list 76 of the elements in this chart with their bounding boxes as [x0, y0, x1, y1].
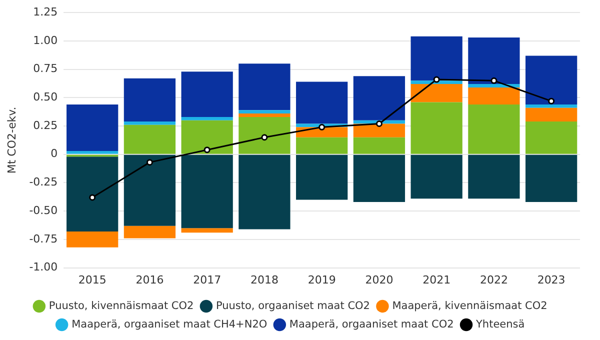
bar: [181, 154, 233, 228]
bar: [66, 104, 118, 151]
bar: [353, 76, 406, 120]
legend-label: Maaperä, orgaaniset maat CO2: [289, 318, 454, 330]
bar: [525, 121, 578, 154]
bar: [468, 84, 520, 88]
legend-label: Maaperä, orgaaniset maat CH4+N2O: [72, 318, 268, 330]
x-tick-label: 2021: [422, 273, 451, 286]
y-tick-label: 0.25: [33, 118, 58, 132]
bar: [353, 124, 406, 138]
bar: [410, 84, 462, 102]
y-tick-label: 1.00: [33, 34, 58, 47]
x-tick-label: 2017: [193, 273, 222, 286]
point: [204, 146, 210, 154]
bar: [468, 38, 520, 84]
y-tick-label: -0.50: [29, 204, 58, 217]
bar: [124, 124, 176, 154]
bar: [238, 116, 290, 154]
bar: [124, 78, 176, 122]
x-tick-label: 2018: [250, 273, 278, 286]
bar: [181, 228, 233, 233]
bar: [181, 116, 233, 120]
legend-label: Yhteensä: [475, 318, 525, 330]
bar: [124, 121, 176, 125]
x-tick-label: 2022: [480, 273, 508, 286]
bar: [124, 154, 176, 226]
bar: [410, 36, 462, 81]
point: [318, 124, 326, 130]
y-tick-label: -1.00: [29, 260, 58, 274]
bar: [238, 154, 290, 230]
bar: [525, 104, 578, 108]
bar: [66, 232, 118, 248]
bar: [468, 87, 520, 104]
bar: [181, 72, 233, 117]
legend-label: Puusto, orgaaniset maat CO2: [216, 300, 370, 312]
y-tick-label: 1.25: [33, 5, 58, 18]
bar: [410, 80, 462, 84]
point: [490, 77, 498, 84]
bar: [525, 108, 578, 122]
bar: [181, 120, 233, 154]
legend-label: Maaperä, kivennäismaat CO2: [392, 300, 548, 312]
x-tick-label: 2019: [308, 273, 336, 286]
bar: [468, 154, 520, 199]
bar: [296, 154, 348, 200]
x-tick-label: 2016: [136, 273, 164, 286]
bar: [410, 102, 462, 154]
point: [376, 120, 382, 128]
point: [433, 76, 440, 83]
point: [146, 159, 153, 166]
y-axis-title: Mt CO2-ekv.: [5, 106, 18, 174]
bar: [66, 156, 118, 232]
x-tick-label: 2020: [365, 273, 394, 286]
bar: [238, 64, 290, 110]
bar: [66, 150, 118, 154]
bar: [296, 82, 348, 124]
bar: [238, 110, 290, 114]
point: [89, 194, 96, 201]
y-tick-label: -0.75: [29, 232, 58, 246]
y-tick-label: -0.25: [29, 176, 58, 189]
bar: [238, 114, 290, 117]
bar: [410, 154, 462, 199]
bar: [124, 226, 176, 238]
y-tick-label: 0: [50, 147, 58, 160]
y-tick-label: 0.50: [33, 90, 58, 104]
bar: [525, 154, 578, 202]
point: [261, 134, 268, 141]
x-tick-label: 2015: [78, 273, 106, 286]
y-tick-label: 0.75: [33, 62, 58, 76]
legend-label: Puusto, kivennäismaat CO2: [48, 300, 194, 312]
point: [548, 98, 555, 104]
bar: [353, 154, 406, 202]
bar: [525, 56, 578, 104]
bar: [468, 104, 520, 154]
bar: [296, 137, 348, 154]
x-tick-label: 2023: [537, 273, 566, 286]
bar: [353, 137, 406, 154]
